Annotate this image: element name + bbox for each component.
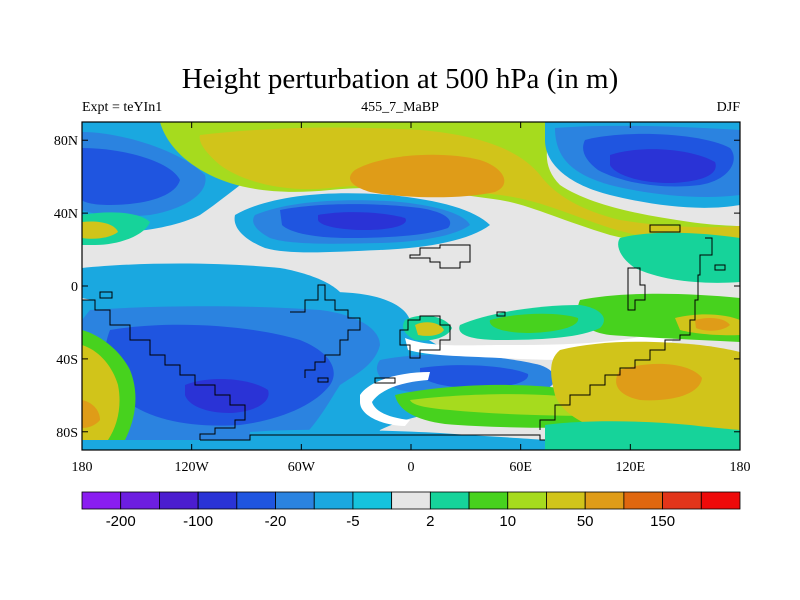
coastline-africa-south (399, 315, 451, 359)
colorbar-label: 10 (499, 513, 516, 530)
colorbar-swatch (391, 491, 431, 510)
experiment-label: Expt = teYIn1 (82, 100, 163, 115)
colorbar (81, 491, 741, 510)
x-tick-label: 120W (175, 460, 210, 475)
run-label: 455_7_MaBP (361, 100, 439, 115)
coastline-africa (409, 244, 471, 269)
field-region-sh-midband-deep (420, 365, 529, 388)
coastline-southern-africa (374, 377, 396, 384)
coastline-south-america-east (290, 284, 361, 378)
field-region-sh-deep (105, 324, 334, 426)
colorbar-swatch (468, 491, 509, 510)
colorbar-swatch (81, 491, 122, 510)
colorbar-swatch (429, 491, 470, 510)
coastline-south-america (82, 299, 246, 440)
season-label: DJF (716, 100, 740, 115)
colorbar-label: 2 (426, 513, 434, 530)
field-region-nh-orange (350, 154, 505, 198)
colorbar-swatch (236, 491, 276, 510)
y-tick-label: 40N (54, 207, 78, 222)
y-tick-label: 80N (54, 134, 78, 149)
colorbar-swatch (584, 491, 625, 510)
coastline-australia (539, 237, 713, 430)
field-region-sh-west-orange (82, 400, 100, 428)
field-region-nh-midlat-core (318, 212, 406, 230)
colorbar-swatch (507, 491, 547, 510)
colorbar-swatch (197, 491, 238, 510)
coastline-island-west (99, 291, 113, 299)
y-tick-label: 40S (56, 353, 78, 368)
coastline-antarctica (200, 434, 545, 441)
coastline-island-east (714, 264, 726, 271)
field-region-sh-core (185, 378, 269, 413)
x-tick-label: 180 (730, 460, 751, 475)
colorbar-label: 50 (577, 513, 594, 530)
axis-tick-labels: 180 120W 60W 0 60E 120E 180 80N 40N 0 40S 80S (54, 134, 751, 475)
y-tick-label: 80S (56, 426, 78, 441)
y-tick-label: 0 (71, 280, 78, 295)
field-region-nh-west-yellow (82, 221, 118, 239)
zero-contour-sh-south (360, 372, 430, 426)
colorbar-swatch (352, 491, 393, 510)
height-field (82, 122, 740, 450)
colorbar-swatch (159, 491, 199, 510)
figure-title: Height perturbation at 500 hPa (in m) (181, 63, 619, 95)
colorbar-labels: -200 -100 -20 -5 2 10 50 150 (106, 513, 675, 530)
field-region-sh-east-orange-patch (695, 317, 730, 331)
colorbar-swatch (662, 491, 702, 510)
coastlines (82, 224, 726, 441)
colorbar-swatch (313, 491, 354, 510)
field-region-nh-east-teal (618, 232, 740, 283)
axis-ticks (81, 122, 741, 450)
field-region-indian-green (489, 313, 579, 333)
colorbar-label: -200 (106, 513, 136, 530)
x-tick-label: 60E (509, 460, 532, 475)
field-region-nh-east-core (610, 149, 716, 183)
coastline-island-small (317, 377, 329, 383)
field-region-sh-east-teal (545, 421, 740, 450)
field-region-nh-west-deep (82, 148, 180, 205)
x-tick-label: 120E (616, 460, 646, 475)
colorbar-label: 150 (650, 513, 675, 530)
x-tick-label: 60W (288, 460, 316, 475)
colorbar-swatch (623, 491, 663, 510)
x-tick-label: 180 (72, 460, 93, 475)
field-region-sh-east-orange (616, 363, 702, 401)
colorbar-swatch (700, 491, 741, 510)
field-region-africa-yellow (415, 322, 444, 336)
coastline-island-indian (496, 311, 506, 317)
colorbar-label: -5 (346, 513, 359, 530)
x-tick-label: 0 (408, 460, 415, 475)
colorbar-label: -20 (265, 513, 287, 530)
colorbar-swatch (275, 491, 315, 510)
colorbar-swatch (120, 491, 160, 510)
coastline-asia-east (649, 224, 681, 233)
coastline-maritime (627, 267, 646, 311)
colorbar-label: -100 (183, 513, 213, 530)
colorbar-swatch (546, 491, 586, 510)
